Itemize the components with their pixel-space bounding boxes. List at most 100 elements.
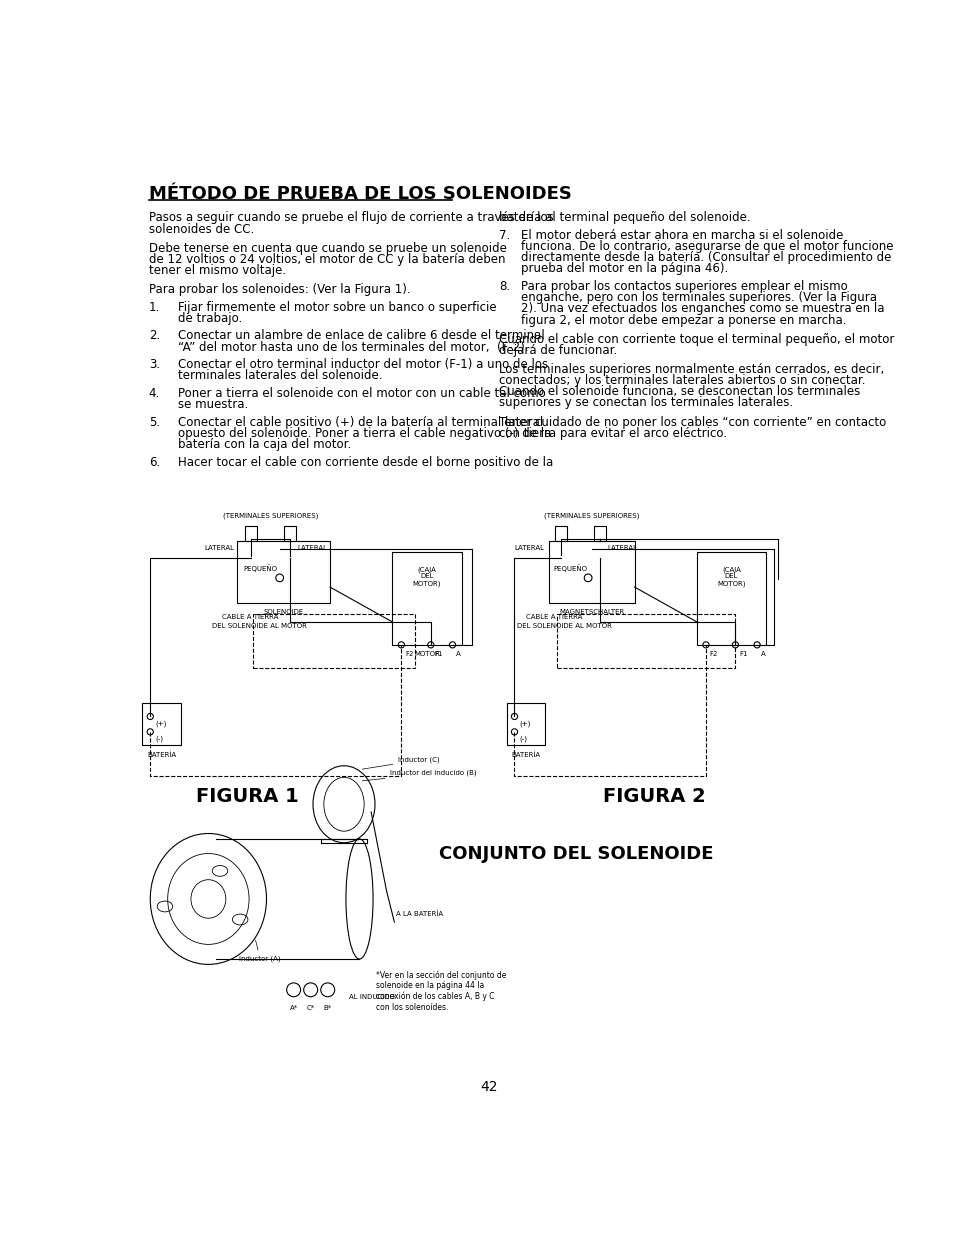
Text: MÉTODO DE PRUEBA DE LOS SOLENOIDES: MÉTODO DE PRUEBA DE LOS SOLENOIDES — [149, 185, 571, 204]
Text: CABLE A TIERRA: CABLE A TIERRA — [525, 614, 582, 620]
Text: (+): (+) — [154, 720, 166, 727]
Text: (TERMINALES SUPERIORES): (TERMINALES SUPERIORES) — [222, 513, 317, 520]
Text: 5.: 5. — [149, 416, 160, 429]
Text: solenoides de CC.: solenoides de CC. — [149, 222, 253, 236]
Text: Inductor (A): Inductor (A) — [239, 940, 281, 962]
Bar — [253, 614, 415, 668]
Text: de trabajo.: de trabajo. — [178, 312, 242, 325]
Text: LATERAL: LATERAL — [204, 545, 233, 551]
Text: MOTOR: MOTOR — [414, 651, 439, 657]
Text: Cuando el solenoide funciona, se desconectan los terminales: Cuando el solenoide funciona, se descone… — [498, 385, 860, 398]
Text: B*: B* — [323, 1005, 332, 1011]
Text: A LA BATERÍA: A LA BATERÍA — [395, 910, 442, 918]
Text: Los terminales superiores normalmente están cerrados, es decir,: Los terminales superiores normalmente es… — [498, 363, 883, 375]
Bar — [696, 552, 765, 645]
Bar — [549, 541, 634, 603]
Text: Cuando el cable con corriente toque el terminal pequeño, el motor: Cuando el cable con corriente toque el t… — [498, 332, 894, 346]
Bar — [245, 526, 257, 541]
Text: CONJUNTO DEL SOLENOIDE: CONJUNTO DEL SOLENOIDE — [438, 845, 713, 863]
Text: directamente desde la batería. (Consultar el procedimiento de: directamente desde la batería. (Consulta… — [520, 251, 890, 264]
Text: AL INDUCIDO: AL INDUCIDO — [348, 994, 395, 999]
Text: PEQUEÑO: PEQUEÑO — [243, 564, 277, 572]
Text: LATERAL: LATERAL — [607, 545, 637, 551]
Text: Hacer tocar el cable con corriente desde el borne positivo de la: Hacer tocar el cable con corriente desde… — [178, 456, 553, 468]
Text: (-): (-) — [154, 736, 163, 742]
Bar — [557, 614, 735, 668]
Text: A: A — [760, 651, 765, 657]
Text: batería con la caja del motor.: batería con la caja del motor. — [178, 438, 351, 451]
Text: 42: 42 — [479, 1079, 497, 1094]
Text: 6.: 6. — [149, 456, 160, 468]
Bar — [555, 526, 567, 541]
Text: prueba del motor en la página 46).: prueba del motor en la página 46). — [520, 262, 727, 275]
Text: MAGNETSCHALTER: MAGNETSCHALTER — [558, 609, 624, 615]
Text: figura 2, el motor debe empezar a ponerse en marcha.: figura 2, el motor debe empezar a poners… — [520, 314, 845, 326]
Text: CABLE A TIERRA: CABLE A TIERRA — [221, 614, 277, 620]
Text: A: A — [456, 651, 460, 657]
Text: 2). Una vez efectuados los enganches como se muestra en la: 2). Una vez efectuados los enganches com… — [520, 303, 883, 315]
Text: F1: F1 — [435, 651, 443, 657]
Text: Para probar los contactos superiores emplear el mismo: Para probar los contactos superiores emp… — [520, 280, 846, 293]
Text: Inductor (C): Inductor (C) — [362, 757, 439, 769]
Text: F1: F1 — [739, 651, 747, 657]
Text: Fijar firmemente el motor sobre un banco o superficie: Fijar firmemente el motor sobre un banco… — [178, 300, 497, 314]
Text: SOLENOIDE: SOLENOIDE — [263, 609, 303, 615]
Text: Conectar el cable positivo (+) de la batería al terminal lateral: Conectar el cable positivo (+) de la bat… — [178, 416, 543, 429]
Text: PEQUEÑO: PEQUEÑO — [553, 564, 587, 572]
Text: El motor deberá estar ahora en marcha si el solenoide: El motor deberá estar ahora en marcha si… — [520, 228, 842, 242]
Text: *Ver en la sección del conjunto de
solenoide en la página 44 la
conexión de los : *Ver en la sección del conjunto de solen… — [375, 971, 506, 1011]
Text: 3.: 3. — [149, 358, 160, 372]
Text: DEL SOLENOIDE AL MOTOR: DEL SOLENOIDE AL MOTOR — [212, 622, 307, 629]
Text: con tierra para evitar el arco eléctrico.: con tierra para evitar el arco eléctrico… — [498, 427, 726, 440]
Bar — [392, 552, 461, 645]
Text: opuesto del solenoide. Poner a tierra el cable negativo (-) de la: opuesto del solenoide. Poner a tierra el… — [178, 427, 551, 440]
Text: Tener cuidado de no poner los cables “con corriente” en contacto: Tener cuidado de no poner los cables “co… — [498, 416, 885, 429]
Text: 4.: 4. — [149, 387, 160, 400]
Bar — [283, 526, 295, 541]
Text: “A” del motor hasta uno de los terminales del motor,  (F-2).: “A” del motor hasta uno de los terminale… — [178, 341, 528, 353]
Text: DEL: DEL — [419, 573, 434, 579]
Text: Pasos a seguir cuando se pruebe el flujo de corriente a través de los: Pasos a seguir cuando se pruebe el flujo… — [149, 211, 553, 225]
Text: (CAJA: (CAJA — [417, 567, 436, 573]
Text: BATERÍA: BATERÍA — [511, 751, 540, 757]
Bar — [506, 703, 545, 745]
Text: se muestra.: se muestra. — [178, 398, 248, 411]
Text: terminales laterales del solenoide.: terminales laterales del solenoide. — [178, 369, 382, 383]
Text: 1.: 1. — [149, 300, 160, 314]
Text: FIGURA 2: FIGURA 2 — [602, 787, 704, 806]
Text: F2: F2 — [709, 651, 718, 657]
Text: A*: A* — [290, 1005, 297, 1011]
Text: 8.: 8. — [498, 280, 510, 293]
Text: (CAJA: (CAJA — [721, 567, 740, 573]
Text: Conectar un alambre de enlace de calibre 6 desde el terminal: Conectar un alambre de enlace de calibre… — [178, 330, 544, 342]
Text: (-): (-) — [518, 736, 527, 742]
Text: C*: C* — [306, 1005, 314, 1011]
Text: enganche, pero con los terminales superiores. (Ver la Figura: enganche, pero con los terminales superi… — [520, 291, 876, 304]
Bar — [593, 526, 605, 541]
Text: BATERÍA: BATERÍA — [147, 751, 176, 757]
Text: FIGURA 1: FIGURA 1 — [195, 787, 298, 806]
Text: 2.: 2. — [149, 330, 160, 342]
Text: batería al terminal pequeño del solenoide.: batería al terminal pequeño del solenoid… — [498, 211, 750, 225]
Text: LATERAL: LATERAL — [297, 545, 327, 551]
Bar — [236, 541, 330, 603]
Text: MOTOR): MOTOR) — [717, 580, 745, 587]
Text: Debe tenerse en cuenta que cuando se pruebe un solenoide: Debe tenerse en cuenta que cuando se pru… — [149, 242, 506, 254]
Text: Conectar el otro terminal inductor del motor (F-1) a uno de los: Conectar el otro terminal inductor del m… — [178, 358, 548, 372]
Text: LATERAL: LATERAL — [514, 545, 543, 551]
Text: de 12 voltios o 24 voltios, el motor de CC y la batería deben: de 12 voltios o 24 voltios, el motor de … — [149, 253, 505, 266]
Text: (TERMINALES SUPERIORES): (TERMINALES SUPERIORES) — [544, 513, 639, 520]
Text: (+): (+) — [518, 720, 530, 727]
Text: superiores y se conectan los terminales laterales.: superiores y se conectan los terminales … — [498, 396, 792, 410]
Text: Poner a tierra el solenoide con el motor con un cable tal como: Poner a tierra el solenoide con el motor… — [178, 387, 545, 400]
Text: MOTOR): MOTOR) — [413, 580, 440, 587]
Text: DEL SOLENOIDE AL MOTOR: DEL SOLENOIDE AL MOTOR — [517, 622, 611, 629]
Text: Para probar los solenoides: (Ver la Figura 1).: Para probar los solenoides: (Ver la Figu… — [149, 283, 410, 296]
Text: 7.: 7. — [498, 228, 510, 242]
Text: dejará de funcionar.: dejará de funcionar. — [498, 343, 617, 357]
Text: F2: F2 — [405, 651, 414, 657]
Bar — [142, 703, 181, 745]
Text: DEL: DEL — [724, 573, 738, 579]
Text: tener el mismo voltaje.: tener el mismo voltaje. — [149, 264, 286, 277]
Text: conectados; y los terminales laterales abiertos o sin conectar.: conectados; y los terminales laterales a… — [498, 374, 864, 387]
